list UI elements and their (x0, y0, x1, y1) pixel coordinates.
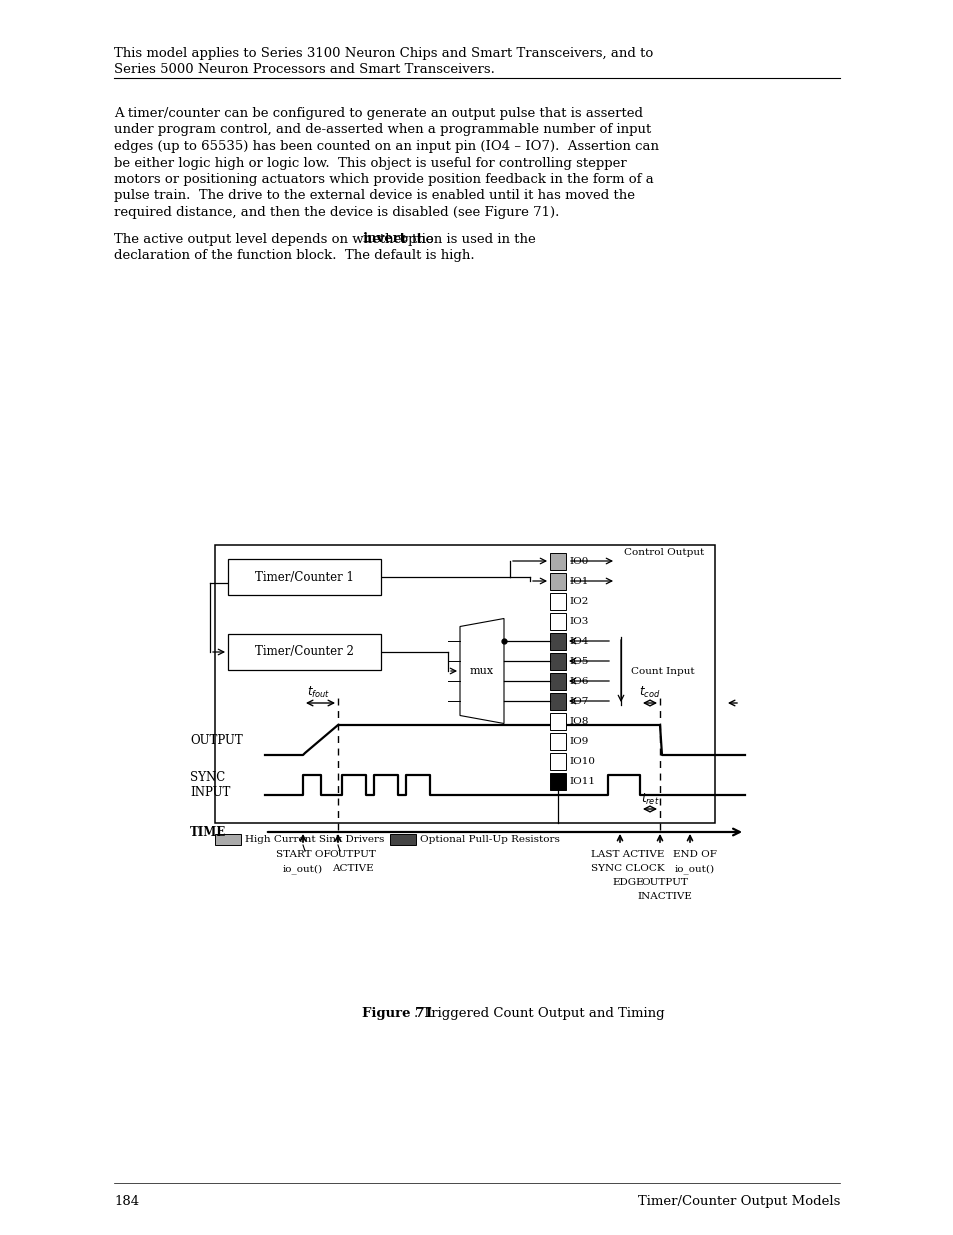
Bar (550, 732, 565, 750)
Text: SYNC CLOCK: SYNC CLOCK (591, 864, 664, 873)
Text: declaration of the function block.  The default is high.: declaration of the function block. The d… (113, 249, 475, 262)
Polygon shape (459, 619, 503, 724)
Text: IO5: IO5 (568, 657, 588, 666)
Text: motors or positioning actuators which provide position feedback in the form of a: motors or positioning actuators which pr… (113, 173, 653, 186)
Text: Timer/Counter 2: Timer/Counter 2 (254, 646, 354, 658)
Bar (214, 545, 714, 823)
Bar (550, 552, 565, 569)
Text: A timer/counter can be configured to generate an output pulse that is asserted: A timer/counter can be configured to gen… (113, 107, 642, 120)
Text: required distance, and then the device is disabled (see Figure 71).: required distance, and then the device i… (113, 206, 558, 219)
Text: SYNC
INPUT: SYNC INPUT (190, 771, 230, 799)
Text: $t_{ret}$: $t_{ret}$ (640, 792, 659, 806)
Text: IO4: IO4 (568, 636, 588, 646)
Bar (228, 634, 380, 671)
Text: IO1: IO1 (568, 577, 588, 585)
Text: Timer/Counter 1: Timer/Counter 1 (254, 571, 354, 583)
Text: Control Output: Control Output (623, 548, 703, 557)
Text: be either logic high or logic low.  This object is useful for controlling steppe: be either logic high or logic low. This … (113, 157, 626, 169)
Text: IO10: IO10 (568, 757, 595, 766)
Text: io_out(): io_out() (283, 864, 323, 874)
Text: High Current Sink Drivers: High Current Sink Drivers (245, 835, 384, 844)
Text: IO3: IO3 (568, 616, 588, 625)
Text: . Triggered Count Output and Timing: . Triggered Count Output and Timing (414, 1007, 664, 1020)
Text: OUTPUT: OUTPUT (190, 734, 242, 746)
Text: Figure 71: Figure 71 (361, 1007, 433, 1020)
Text: This model applies to Series 3100 Neuron Chips and Smart Transceivers, and to: This model applies to Series 3100 Neuron… (113, 47, 653, 61)
Text: IO0: IO0 (568, 557, 588, 566)
Text: option is used in the: option is used in the (395, 232, 536, 246)
Text: Timer/Counter Output Models: Timer/Counter Output Models (637, 1195, 840, 1208)
Text: START OF: START OF (275, 850, 330, 860)
Text: pulse train.  The drive to the external device is enabled until it has moved the: pulse train. The drive to the external d… (113, 189, 635, 203)
Text: INACTIVE: INACTIVE (637, 892, 692, 902)
Text: IO6: IO6 (568, 677, 588, 685)
Bar (550, 693, 565, 709)
Text: The active output level depends on whether the: The active output level depends on wheth… (113, 232, 437, 246)
Text: EDGE: EDGE (612, 878, 643, 887)
Bar (550, 652, 565, 669)
Text: IO2: IO2 (568, 597, 588, 605)
Bar (550, 593, 565, 610)
Bar (550, 752, 565, 769)
Bar (228, 559, 380, 595)
Text: Count Input: Count Input (630, 667, 694, 676)
Bar (390, 834, 416, 845)
Text: io_out(): io_out() (674, 864, 715, 874)
Bar (550, 773, 565, 789)
Bar (550, 713, 565, 730)
Text: $t_{fout}$: $t_{fout}$ (307, 685, 330, 700)
Bar (550, 613, 565, 630)
Text: invert: invert (362, 232, 405, 246)
Bar (550, 673, 565, 689)
Text: END OF: END OF (673, 850, 717, 860)
Text: LAST ACTIVE: LAST ACTIVE (591, 850, 664, 860)
Text: 184: 184 (113, 1195, 139, 1208)
Text: Series 5000 Neuron Processors and Smart Transceivers.: Series 5000 Neuron Processors and Smart … (113, 63, 495, 77)
Text: $t_{cod}$: $t_{cod}$ (639, 685, 660, 700)
Text: IO7: IO7 (568, 697, 588, 705)
Text: edges (up to 65535) has been counted on an input pin (IO4 – IO7).  Assertion can: edges (up to 65535) has been counted on … (113, 140, 659, 153)
Text: IO9: IO9 (568, 736, 588, 746)
Text: mux: mux (470, 666, 494, 676)
Text: OUTPUT: OUTPUT (329, 850, 376, 860)
Text: Optional Pull-Up Resistors: Optional Pull-Up Resistors (419, 835, 559, 844)
Bar (550, 632, 565, 650)
Text: ACTIVE: ACTIVE (332, 864, 374, 873)
Bar (214, 834, 241, 845)
Bar (550, 573, 565, 589)
Text: OUTPUT: OUTPUT (640, 878, 688, 887)
Text: TIME: TIME (190, 825, 226, 839)
Text: IO8: IO8 (568, 716, 588, 725)
Text: IO11: IO11 (568, 777, 595, 785)
Text: under program control, and de-asserted when a programmable number of input: under program control, and de-asserted w… (113, 124, 651, 137)
